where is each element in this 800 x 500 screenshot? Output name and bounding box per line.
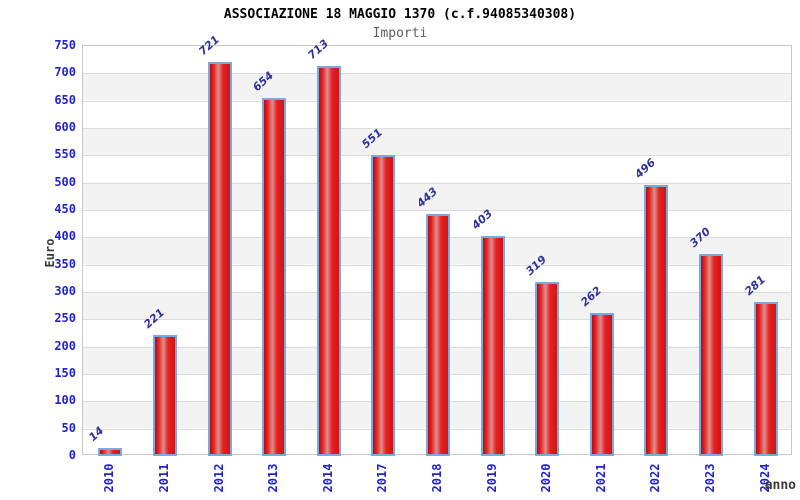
y-tick-label: 250 [54,311,76,326]
x-tick-label: 2017 [375,463,390,493]
plot-area [82,45,792,456]
y-tick-label: 400 [54,229,76,244]
x-tick-label: 2019 [484,463,499,493]
gridline [83,128,791,129]
y-tick-label: 500 [54,174,76,189]
y-tick-label: 650 [54,92,76,107]
bar-2011 [152,335,177,456]
x-tick-label: 2013 [266,463,281,493]
bar-2013 [262,98,287,456]
bar-2024 [753,302,778,456]
y-tick-label: 200 [54,338,76,353]
bar-2012 [207,61,232,456]
x-axis-title: anno [764,478,796,493]
bar-2021 [589,312,614,456]
x-tick-label: 2020 [539,463,554,493]
gridline [83,100,791,102]
gridline [83,182,791,184]
bar-2018 [426,213,450,456]
y-tick-label: 50 [61,420,76,435]
x-tick-label: 2014 [320,463,335,493]
bar-2017 [371,154,396,456]
y-tick-label: 550 [54,147,76,162]
x-tick-label: 2021 [593,463,608,493]
chart-title: ASSOCIAZIONE 18 MAGGIO 1370 (c.f.9408534… [223,7,577,22]
y-tick-label: 0 [68,448,76,462]
x-tick-label: 2018 [430,463,444,493]
bar-2023 [699,253,724,456]
x-tick-label: 2023 [703,463,718,493]
y-tick-label: 150 [54,366,76,380]
y-tick-label: 450 [54,202,76,216]
x-tick-label: 2022 [648,463,663,493]
bar-2020 [535,281,560,456]
x-tick-label: 2012 [211,463,226,493]
bar-2022 [644,184,669,456]
y-tick-label: 300 [54,284,76,298]
x-tick-label: 2010 [102,463,117,493]
gridline [83,155,791,157]
y-tick-label: 750 [54,38,76,52]
gridline [83,210,791,211]
y-tick-label: 600 [54,120,76,134]
bar-2019 [480,235,505,456]
gridline [83,73,791,75]
y-tick-label: 100 [54,393,76,408]
bar-2014 [316,66,341,456]
y-tick-label: 350 [54,256,76,271]
y-tick-label: 700 [54,65,76,80]
chart-subtitle: Importi [372,26,428,41]
x-tick-label: 2011 [156,463,171,493]
bar-2010 [98,448,123,456]
